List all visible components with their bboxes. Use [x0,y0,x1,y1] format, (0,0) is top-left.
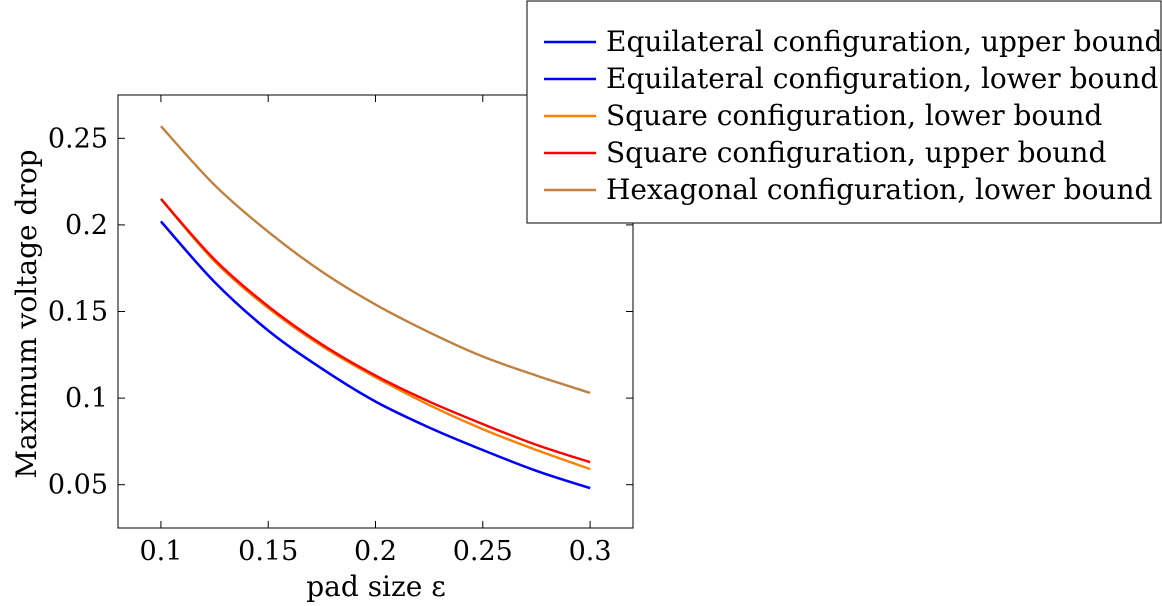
series-line-1 [160,220,591,490]
y-axis-label: Maximum voltage drop [10,149,43,478]
y-tick-label: 0.1 [65,383,108,414]
series-line-3 [160,198,591,471]
y-tick-label: 0.05 [48,470,108,501]
y-tick-label: 0.15 [48,297,108,328]
legend-label-1: Equilateral configuration, upper bound [606,25,1162,58]
plot-layer [160,125,591,490]
legend-box [526,0,1162,224]
series-line-4 [160,198,591,464]
x-tick-label: 0.15 [238,536,298,567]
x-tick-label: 0.2 [354,536,397,567]
y-tick-label: 0.25 [48,123,108,154]
x-tick-label: 0.25 [453,536,513,567]
x-tick-label: 0.1 [139,536,182,567]
legend-label-5: Hexagonal configuration, lower bound [606,173,1153,206]
x-tick-label: 0.3 [569,536,612,567]
legend-label-4: Square configuration, upper bound [606,136,1106,169]
legend: Equilateral configuration, upper bound Eq… [526,0,1162,224]
series-line-2 [160,220,591,490]
x-axis-label: pad size ε [306,570,446,603]
y-tick-label: 0.2 [65,210,108,241]
axes-layer: 0.1 0.15 0.2 0.25 0.3 0.05 0.1 0.15 0.2 0.25 [48,94,634,567]
legend-label-3: Square configuration, lower bound [606,99,1102,132]
series-line-5 [160,125,591,395]
legend-label-2: Equilateral configuration, lower bound [606,62,1158,95]
